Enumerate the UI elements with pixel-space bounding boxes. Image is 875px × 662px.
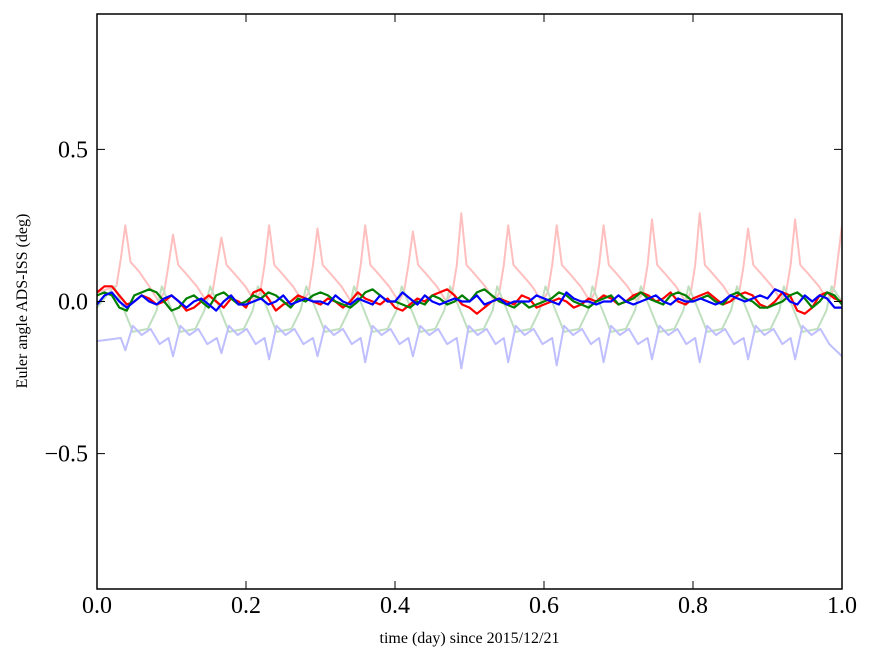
y-tick-label: 0.5 [58, 137, 88, 163]
x-tick-label: 0.6 [529, 593, 559, 619]
y-tick-label: −0.5 [44, 442, 88, 468]
y-tick-label: 0.0 [58, 290, 88, 316]
series-layer [97, 212, 842, 370]
x-tick-label: 0.2 [231, 593, 261, 619]
x-tick-label: 0.4 [380, 593, 410, 619]
x-tick-label: 0.8 [678, 593, 708, 619]
series-line-5 [97, 288, 842, 312]
series-line-1 [97, 285, 842, 333]
series-line-2 [97, 324, 842, 370]
tick-layer: 0.0 0.2 0.4 0.6 0.8 1.0 −0.5 0.0 0.5 [44, 14, 857, 619]
y-axis-label: Euler angle ADS-ISS (deg) [14, 214, 31, 389]
x-tick-label: 1.0 [827, 593, 857, 619]
x-axis-label: time (day) since 2015/12/21 [380, 630, 560, 647]
x-tick-label: 0.0 [82, 593, 112, 619]
series-line-0 [97, 212, 842, 303]
